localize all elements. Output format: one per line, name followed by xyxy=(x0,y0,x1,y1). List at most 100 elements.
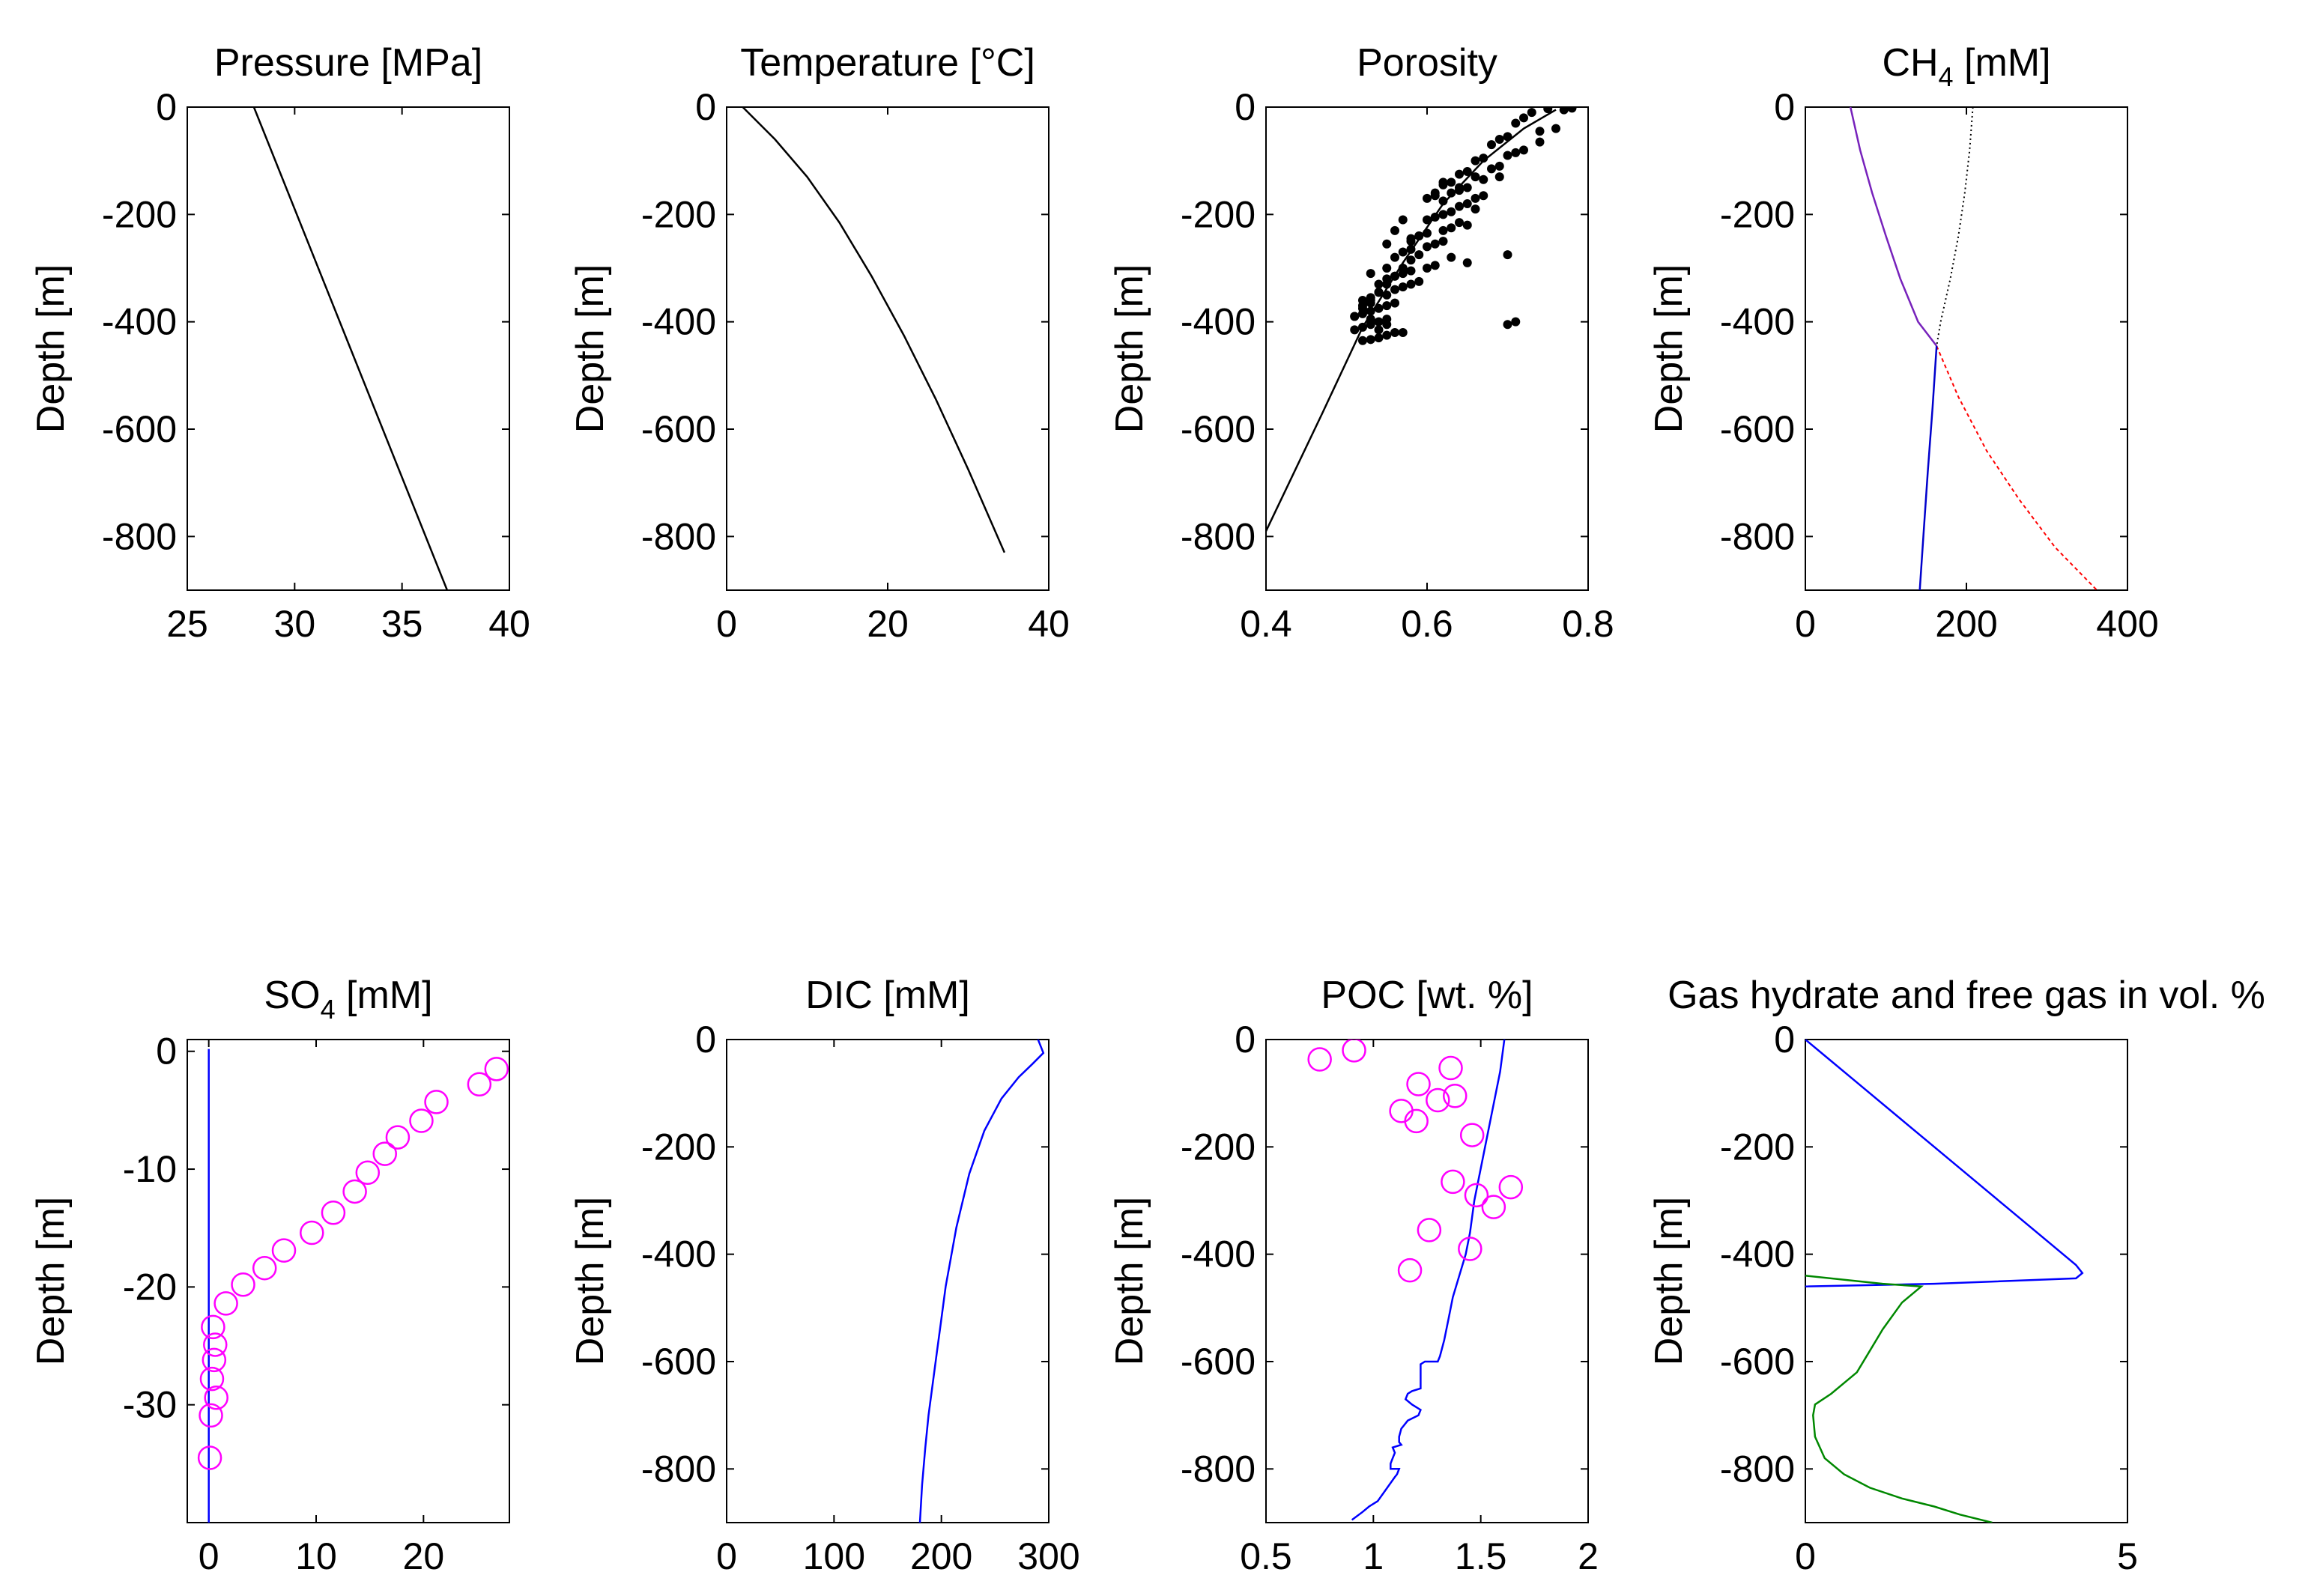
y-tick-label: -200 xyxy=(1181,193,1256,235)
data-point xyxy=(1455,169,1464,179)
data-point xyxy=(1551,124,1560,133)
y-axis-label: Depth [m] xyxy=(569,1197,612,1365)
data-point xyxy=(1423,242,1432,252)
y-tick-label: -30 xyxy=(123,1384,177,1426)
data-point xyxy=(1307,1047,1332,1072)
y-tick-label: -200 xyxy=(641,193,716,235)
y-tick-label: -600 xyxy=(102,408,177,450)
data-point xyxy=(1358,336,1367,345)
y-tick-label: -400 xyxy=(641,301,716,343)
panel-title: Temperature [°C] xyxy=(740,41,1035,85)
data-point xyxy=(1511,118,1521,128)
data-point xyxy=(1366,335,1375,345)
data-point xyxy=(1423,264,1432,273)
plot-frame xyxy=(726,106,1050,591)
data-point xyxy=(1374,317,1384,327)
panel-hydrate: 0 5 0 -200 -400 -600 -800 Depth [m] Gas hydrate … xyxy=(1647,974,2265,1577)
x-tick-label: 200 xyxy=(1935,603,1997,645)
x-tick-label: 300 xyxy=(1017,1535,1079,1577)
data-point xyxy=(1443,1084,1468,1108)
data-point xyxy=(1567,107,1577,113)
y-tick-label: -400 xyxy=(641,1234,716,1275)
data-point xyxy=(1426,1087,1450,1113)
y-tick-label: -20 xyxy=(123,1266,177,1308)
data-point xyxy=(1382,330,1392,340)
data-point xyxy=(1382,290,1392,300)
y-tick-label: -800 xyxy=(1720,515,1795,557)
data-point xyxy=(1398,247,1408,257)
data-point xyxy=(1447,177,1456,187)
data-point xyxy=(1458,1237,1482,1261)
data-point xyxy=(1342,1040,1366,1063)
panel-title: DIC [mM] xyxy=(805,974,970,1017)
data-point xyxy=(1471,193,1480,203)
data-point xyxy=(1462,258,1472,267)
data-point xyxy=(271,1238,297,1263)
data-layer xyxy=(1266,107,1577,532)
x-tick-label: 0.8 xyxy=(1562,603,1614,645)
x-tick-label: 100 xyxy=(803,1535,865,1577)
data-point xyxy=(1438,210,1448,219)
data-point xyxy=(202,1347,227,1373)
data-point xyxy=(1390,271,1399,281)
title-suffix: [mM] xyxy=(336,974,433,1017)
data-point xyxy=(1438,1055,1463,1081)
y-axis-label: Depth [m] xyxy=(1647,1197,1691,1365)
x-tick-label: 0.6 xyxy=(1401,603,1453,645)
x-tick-label: 20 xyxy=(867,603,909,645)
data-layer xyxy=(1805,1040,2084,1523)
data-point xyxy=(1430,188,1440,198)
data-point xyxy=(1358,322,1367,332)
data-point xyxy=(1447,207,1456,216)
title-main: Temperature [°C] xyxy=(740,41,1035,85)
title-main: Pressure [MPa] xyxy=(214,41,482,85)
title-suffix: [mM] xyxy=(1954,41,2051,85)
plot-frame xyxy=(187,106,510,591)
data-point xyxy=(1374,333,1384,343)
data-point xyxy=(1366,269,1375,279)
data-point xyxy=(1382,301,1392,311)
data-point xyxy=(1447,188,1456,198)
x-tick-label: 0 xyxy=(1795,1535,1816,1577)
data-point xyxy=(1374,288,1384,297)
data-point xyxy=(1487,164,1496,174)
panel-so4: 0 10 20 0 -10 -20 -30 Depth [m] SO4 [mM] xyxy=(29,974,510,1577)
data-point xyxy=(1519,145,1528,155)
data-point xyxy=(1511,317,1521,327)
title-subscript: 4 xyxy=(321,994,336,1025)
data-point xyxy=(1414,276,1424,286)
data-point xyxy=(1438,196,1448,206)
data-point xyxy=(1390,285,1399,294)
data-layer xyxy=(197,1049,509,1523)
data-point xyxy=(1535,137,1545,147)
data-layer xyxy=(1849,107,2098,590)
y-tick-label: -600 xyxy=(1181,1341,1256,1383)
data-point xyxy=(1543,107,1553,114)
data-point xyxy=(1455,201,1464,211)
x-tick-label: 1.5 xyxy=(1455,1535,1507,1577)
series-line-0 xyxy=(742,107,1006,553)
data-point xyxy=(1494,135,1504,144)
y-tick-label: -200 xyxy=(102,193,177,235)
data-point xyxy=(1414,231,1424,240)
data-point xyxy=(1455,183,1464,192)
data-point xyxy=(252,1255,277,1281)
panel-porosity: 0.4 0.6 0.8 0 -200 -400 -600 -800 Depth [m] Poros… xyxy=(1108,41,1614,645)
data-point xyxy=(467,1072,492,1097)
y-tick-label: 0 xyxy=(695,86,716,128)
data-point xyxy=(372,1141,397,1166)
x-tick-label: 25 xyxy=(166,603,208,645)
data-point xyxy=(1423,215,1432,225)
y-tick-label: 0 xyxy=(1235,1019,1256,1061)
data-point xyxy=(213,1291,238,1316)
y-tick-label: 0 xyxy=(156,86,177,128)
series-line-0 xyxy=(1805,1040,2084,1287)
data-point xyxy=(1398,328,1408,337)
y-tick-label: -200 xyxy=(641,1126,716,1168)
data-point xyxy=(1471,172,1480,182)
data-point xyxy=(385,1125,411,1150)
data-point xyxy=(1374,303,1384,313)
y-tick-label: -200 xyxy=(1181,1126,1256,1168)
y-tick-label: -400 xyxy=(1720,1234,1795,1275)
